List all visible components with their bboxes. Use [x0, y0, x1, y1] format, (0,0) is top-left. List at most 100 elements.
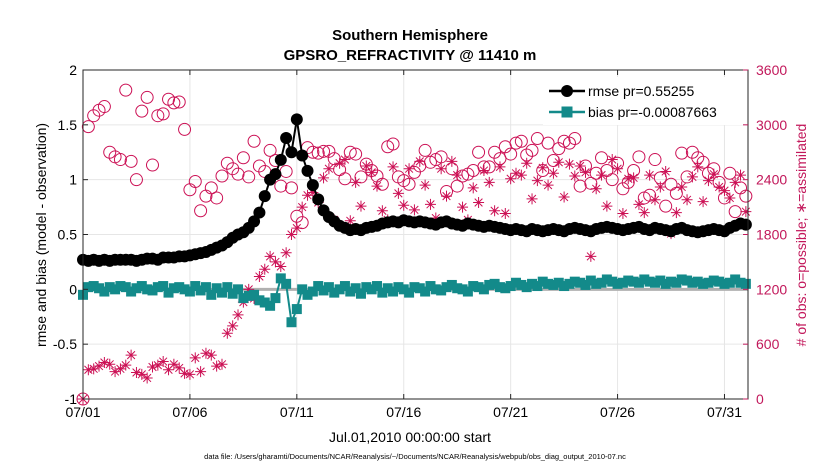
- possible-obs-point: [589, 166, 603, 180]
- possible-obs-point: [97, 100, 111, 114]
- assimilated-obs-point: [200, 347, 212, 359]
- assimilated-obs-point: [98, 356, 110, 368]
- bias-point: [676, 274, 687, 285]
- y-tick-label-right: 2400: [756, 172, 787, 188]
- assimilated-obs-point: [457, 201, 469, 213]
- bias-point: [505, 281, 516, 292]
- assimilated-obs-point: [521, 157, 533, 169]
- assimilated-obs-point: [430, 212, 442, 224]
- possible-obs-point: [723, 166, 737, 180]
- rmse-point: [274, 153, 287, 166]
- possible-obs-point: [194, 204, 208, 218]
- y-tick-label-right: 0: [756, 391, 764, 407]
- assimilated-obs-point: [526, 193, 538, 205]
- bias-point: [350, 283, 361, 294]
- possible-obs-point: [349, 147, 363, 161]
- possible-obs-point: [552, 142, 566, 156]
- bias-point: [265, 300, 276, 311]
- assimilated-obs-point: [435, 163, 447, 175]
- assimilated-obs-point: [355, 200, 367, 212]
- possible-obs-point: [124, 154, 138, 168]
- assimilated-obs-point: [494, 161, 506, 173]
- possible-obs-point: [643, 188, 657, 202]
- bias-point: [270, 293, 281, 304]
- possible-obs-point: [140, 90, 154, 104]
- bias-point: [580, 279, 591, 290]
- legend-rmse-marker: [561, 85, 573, 97]
- assimilated-obs-point: [232, 309, 244, 321]
- assimilated-obs-point: [179, 367, 191, 379]
- bias-point: [222, 282, 233, 293]
- assimilated-obs-point: [515, 169, 527, 181]
- assimilated-obs-point: [387, 161, 399, 173]
- bias-point: [575, 277, 586, 288]
- assimilated-obs-point: [702, 175, 714, 187]
- bias-point: [254, 295, 265, 306]
- bias-point: [393, 282, 404, 293]
- bias-point: [446, 279, 457, 290]
- bias-point: [462, 286, 473, 297]
- bias-point: [478, 284, 489, 295]
- assimilated-obs-point: [622, 173, 634, 185]
- bias-point: [104, 282, 115, 293]
- assimilated-obs-point: [195, 366, 207, 378]
- x-tick-label: 07/01: [65, 404, 100, 420]
- assimilated-obs-point: [259, 263, 271, 275]
- bias-point: [136, 281, 147, 292]
- chart-subtitle: GPSRO_REFRACTIVITY @ 11410 m: [284, 47, 537, 64]
- bias-point: [200, 282, 211, 293]
- possible-obs-point: [605, 173, 619, 187]
- bias-point: [211, 283, 222, 294]
- y-tick-label-right: 600: [756, 336, 780, 352]
- assimilated-obs-point: [574, 160, 586, 172]
- assimilated-obs-point: [740, 206, 752, 218]
- possible-obs-point: [573, 179, 587, 193]
- assimilated-obs-point: [403, 163, 415, 175]
- assimilated-obs-point: [339, 154, 351, 166]
- bias-point: [612, 278, 623, 289]
- assimilated-obs-point: [360, 160, 372, 172]
- bias-point: [147, 285, 158, 296]
- bias-point: [414, 283, 425, 294]
- assimilated-obs-point: [216, 358, 228, 370]
- bias-point: [334, 284, 345, 295]
- bias-point: [500, 283, 511, 294]
- y-tick-label-left: -1: [65, 391, 78, 407]
- bias-point: [682, 275, 693, 286]
- bias-point: [436, 285, 447, 296]
- assimilated-obs-point: [547, 167, 559, 179]
- assimilated-obs-point: [735, 169, 747, 181]
- bias-point: [735, 277, 746, 288]
- bias-point: [227, 288, 238, 299]
- x-tick-label: 07/21: [493, 404, 528, 420]
- assimilated-obs-point: [371, 180, 383, 192]
- bias-point: [687, 277, 698, 288]
- y-tick-label-left: 1: [69, 172, 77, 188]
- bias-point: [457, 284, 468, 295]
- bias-point: [88, 281, 99, 292]
- assimilated-obs-point: [649, 194, 661, 206]
- possible-obs-point: [696, 155, 710, 169]
- assimilated-obs-point: [168, 358, 180, 370]
- x-tick-label: 07/06: [172, 404, 207, 420]
- bias-point: [313, 281, 324, 292]
- assimilated-obs-point: [104, 358, 116, 370]
- bias-point: [291, 304, 302, 315]
- bias-point: [216, 287, 227, 298]
- possible-obs-point: [386, 137, 400, 151]
- possible-obs-point: [675, 146, 689, 160]
- assimilated-obs-point: [344, 215, 356, 227]
- possible-obs-point: [595, 151, 609, 165]
- assimilated-obs-point: [82, 364, 94, 376]
- bias-point: [510, 277, 521, 288]
- possible-obs-point: [669, 186, 683, 200]
- assimilated-obs-point: [152, 359, 164, 371]
- bias-point: [377, 287, 388, 298]
- rmse-point: [248, 215, 261, 228]
- bias-point: [585, 275, 596, 286]
- assimilated-obs-point: [221, 327, 233, 339]
- possible-obs-point: [263, 143, 277, 157]
- possible-obs-point: [354, 170, 368, 184]
- y-axis-label-left: rmse and bias (model - observation): [33, 123, 49, 347]
- assimilated-obs-point: [376, 205, 388, 217]
